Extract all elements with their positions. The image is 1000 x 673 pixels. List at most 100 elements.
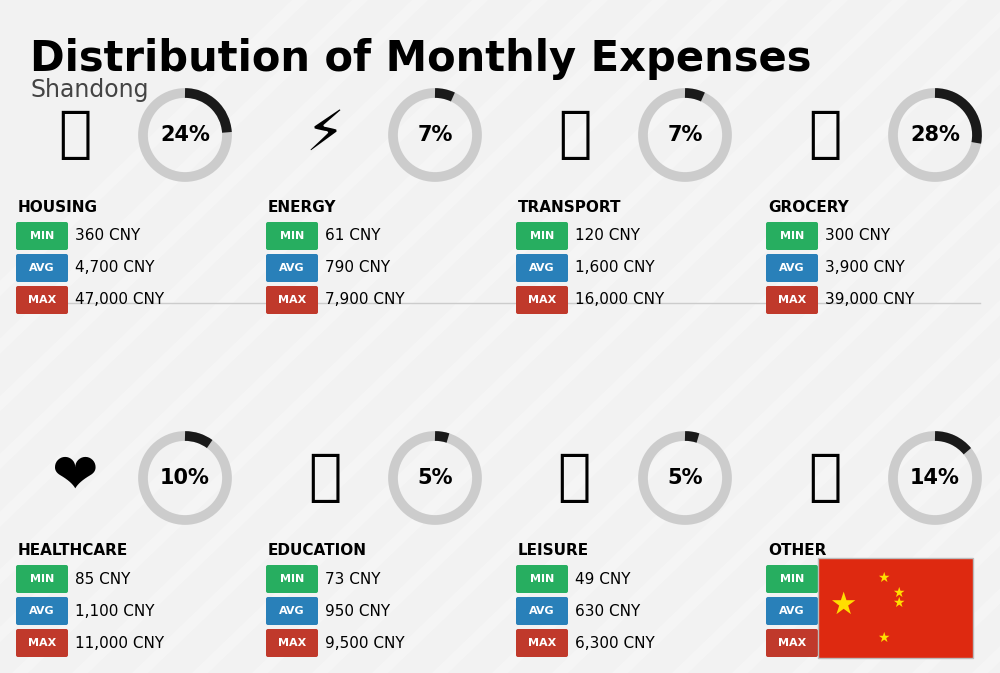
Text: 🏙: 🏙 xyxy=(58,108,92,162)
FancyBboxPatch shape xyxy=(16,565,68,593)
FancyBboxPatch shape xyxy=(766,629,818,657)
Text: GROCERY: GROCERY xyxy=(768,200,849,215)
Text: 16,000 CNY: 16,000 CNY xyxy=(575,293,664,308)
Text: Distribution of Monthly Expenses: Distribution of Monthly Expenses xyxy=(30,38,812,80)
FancyBboxPatch shape xyxy=(516,254,568,282)
Text: HOUSING: HOUSING xyxy=(18,200,98,215)
Text: MAX: MAX xyxy=(28,638,56,648)
FancyBboxPatch shape xyxy=(16,597,68,625)
Text: MIN: MIN xyxy=(530,231,554,241)
FancyBboxPatch shape xyxy=(16,286,68,314)
FancyBboxPatch shape xyxy=(266,254,318,282)
Text: MIN: MIN xyxy=(280,231,304,241)
Text: 49 CNY: 49 CNY xyxy=(575,571,631,586)
Text: MAX: MAX xyxy=(778,638,806,648)
Text: MIN: MIN xyxy=(280,574,304,584)
Text: MIN: MIN xyxy=(780,231,804,241)
Text: AVG: AVG xyxy=(29,606,55,616)
Text: ★: ★ xyxy=(892,596,904,610)
Text: 61 CNY: 61 CNY xyxy=(325,229,380,244)
Text: MIN: MIN xyxy=(530,574,554,584)
Text: EDUCATION: EDUCATION xyxy=(268,543,367,558)
Text: 🚌: 🚌 xyxy=(558,108,592,162)
Text: MIN: MIN xyxy=(780,574,804,584)
Text: 5%: 5% xyxy=(417,468,453,488)
Text: OTHER: OTHER xyxy=(768,543,826,558)
Text: 1,100 CNY: 1,100 CNY xyxy=(75,604,154,618)
Text: 6,300 CNY: 6,300 CNY xyxy=(575,635,655,651)
Text: AVG: AVG xyxy=(29,263,55,273)
Text: 5%: 5% xyxy=(667,468,703,488)
Text: MAX: MAX xyxy=(278,638,306,648)
Text: 10%: 10% xyxy=(160,468,210,488)
Text: 2,100 CNY: 2,100 CNY xyxy=(825,604,904,618)
Text: ★: ★ xyxy=(829,590,857,620)
Text: 47,000 CNY: 47,000 CNY xyxy=(75,293,164,308)
Text: MIN: MIN xyxy=(30,231,54,241)
Text: Shandong: Shandong xyxy=(30,78,148,102)
Text: 300 CNY: 300 CNY xyxy=(825,229,890,244)
Text: 4,700 CNY: 4,700 CNY xyxy=(75,260,154,275)
Text: MAX: MAX xyxy=(778,295,806,305)
Text: MAX: MAX xyxy=(528,295,556,305)
Text: 85 CNY: 85 CNY xyxy=(75,571,130,586)
Text: ★: ★ xyxy=(877,571,889,585)
Text: ★: ★ xyxy=(877,631,889,645)
FancyBboxPatch shape xyxy=(766,565,818,593)
Text: 360 CNY: 360 CNY xyxy=(75,229,140,244)
FancyBboxPatch shape xyxy=(766,597,818,625)
FancyBboxPatch shape xyxy=(266,222,318,250)
Text: AVG: AVG xyxy=(779,606,805,616)
Text: AVG: AVG xyxy=(529,606,555,616)
FancyBboxPatch shape xyxy=(16,222,68,250)
Text: MAX: MAX xyxy=(28,295,56,305)
Text: AVG: AVG xyxy=(779,263,805,273)
Text: 73 CNY: 73 CNY xyxy=(325,571,380,586)
FancyBboxPatch shape xyxy=(16,254,68,282)
FancyBboxPatch shape xyxy=(766,254,818,282)
FancyBboxPatch shape xyxy=(766,222,818,250)
Text: MAX: MAX xyxy=(528,638,556,648)
Text: 🎓: 🎓 xyxy=(308,451,342,505)
Text: 7%: 7% xyxy=(667,125,703,145)
FancyBboxPatch shape xyxy=(516,597,568,625)
Text: ENERGY: ENERGY xyxy=(268,200,336,215)
Text: 160 CNY: 160 CNY xyxy=(825,571,890,586)
Text: ★: ★ xyxy=(892,586,904,600)
Text: 🛍️: 🛍️ xyxy=(558,451,592,505)
Text: 21,000 CNY: 21,000 CNY xyxy=(825,635,914,651)
Text: AVG: AVG xyxy=(279,263,305,273)
Text: 11,000 CNY: 11,000 CNY xyxy=(75,635,164,651)
FancyBboxPatch shape xyxy=(266,597,318,625)
Text: 630 CNY: 630 CNY xyxy=(575,604,640,618)
FancyBboxPatch shape xyxy=(516,629,568,657)
Text: 3,900 CNY: 3,900 CNY xyxy=(825,260,905,275)
FancyBboxPatch shape xyxy=(818,558,973,658)
FancyBboxPatch shape xyxy=(16,629,68,657)
Text: 24%: 24% xyxy=(160,125,210,145)
FancyBboxPatch shape xyxy=(516,222,568,250)
Text: 7%: 7% xyxy=(417,125,453,145)
Text: 7,900 CNY: 7,900 CNY xyxy=(325,293,405,308)
Text: 🛒: 🛒 xyxy=(808,108,842,162)
Text: HEALTHCARE: HEALTHCARE xyxy=(18,543,128,558)
Text: MIN: MIN xyxy=(30,574,54,584)
Text: 14%: 14% xyxy=(910,468,960,488)
Text: 120 CNY: 120 CNY xyxy=(575,229,640,244)
Text: 9,500 CNY: 9,500 CNY xyxy=(325,635,405,651)
Text: MAX: MAX xyxy=(278,295,306,305)
Text: AVG: AVG xyxy=(279,606,305,616)
Text: 790 CNY: 790 CNY xyxy=(325,260,390,275)
Text: 1,600 CNY: 1,600 CNY xyxy=(575,260,655,275)
Text: ❤️: ❤️ xyxy=(52,451,98,505)
FancyBboxPatch shape xyxy=(266,286,318,314)
Text: 950 CNY: 950 CNY xyxy=(325,604,390,618)
Text: AVG: AVG xyxy=(529,263,555,273)
FancyBboxPatch shape xyxy=(766,286,818,314)
Text: TRANSPORT: TRANSPORT xyxy=(518,200,622,215)
FancyBboxPatch shape xyxy=(516,286,568,314)
Text: 39,000 CNY: 39,000 CNY xyxy=(825,293,914,308)
FancyBboxPatch shape xyxy=(266,565,318,593)
Text: 👛: 👛 xyxy=(808,451,842,505)
Text: LEISURE: LEISURE xyxy=(518,543,589,558)
